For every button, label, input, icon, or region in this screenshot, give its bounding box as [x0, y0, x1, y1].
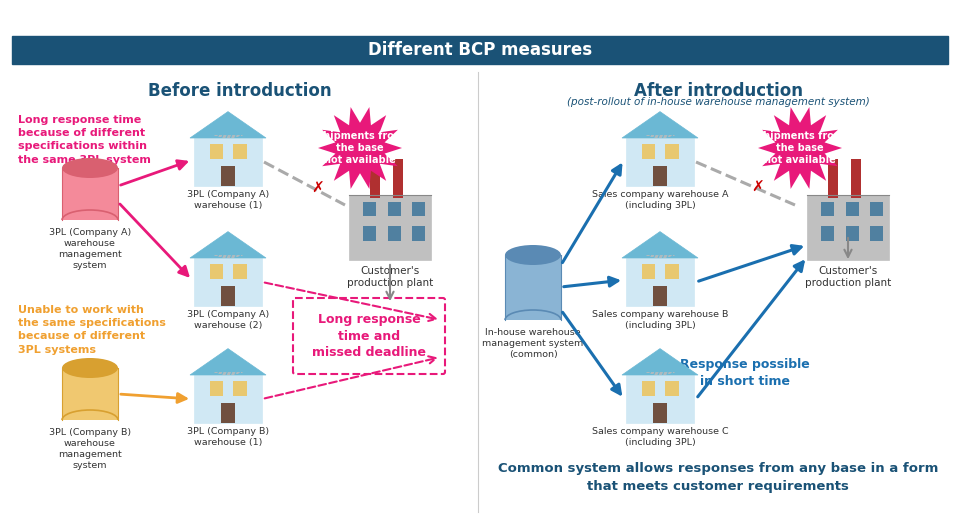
- Bar: [194, 138, 262, 186]
- Bar: [505, 255, 561, 320]
- Bar: [394, 159, 403, 198]
- Text: In-house warehouse
management system
(common): In-house warehouse management system (co…: [482, 328, 584, 359]
- Bar: [870, 201, 883, 216]
- Bar: [412, 226, 425, 240]
- Bar: [194, 375, 262, 423]
- Bar: [852, 159, 861, 198]
- Bar: [626, 375, 694, 423]
- Text: ✗: ✗: [312, 180, 324, 196]
- Text: Long response
time and
missed deadline: Long response time and missed deadline: [312, 313, 426, 359]
- Text: ✗: ✗: [752, 179, 764, 194]
- Bar: [233, 381, 247, 396]
- Polygon shape: [318, 107, 402, 189]
- Bar: [641, 381, 656, 396]
- Bar: [388, 226, 400, 240]
- Bar: [221, 286, 235, 306]
- Bar: [807, 195, 889, 260]
- Bar: [653, 166, 667, 186]
- Text: Customer's
production plant: Customer's production plant: [347, 266, 433, 289]
- Bar: [363, 226, 376, 240]
- Bar: [870, 226, 883, 240]
- Bar: [363, 201, 376, 216]
- Bar: [846, 201, 858, 216]
- Bar: [828, 159, 838, 198]
- FancyBboxPatch shape: [293, 298, 445, 374]
- Text: Different BCP measures: Different BCP measures: [368, 41, 592, 59]
- Bar: [626, 138, 694, 186]
- Bar: [209, 381, 224, 396]
- Text: Unable to work with
the same specifications
because of different
3PL systems: Unable to work with the same specificati…: [18, 305, 166, 355]
- Text: Customer's
production plant: Customer's production plant: [804, 266, 891, 289]
- Text: Sales company warehouse C
(including 3PL): Sales company warehouse C (including 3PL…: [591, 427, 729, 447]
- Text: Before introduction: Before introduction: [148, 82, 332, 100]
- Polygon shape: [190, 348, 266, 375]
- Bar: [821, 226, 834, 240]
- Text: (post-rollout of in-house warehouse management system): (post-rollout of in-house warehouse mana…: [566, 97, 870, 107]
- Bar: [388, 201, 400, 216]
- Bar: [665, 264, 679, 279]
- Polygon shape: [622, 112, 698, 138]
- Text: 3PL (Company A)
warehouse (2): 3PL (Company A) warehouse (2): [187, 310, 269, 330]
- Text: Sales company warehouse A
(including 3PL): Sales company warehouse A (including 3PL…: [591, 190, 729, 210]
- Ellipse shape: [505, 245, 561, 265]
- Bar: [349, 195, 431, 260]
- Text: Response possible
in short time: Response possible in short time: [680, 358, 810, 388]
- Text: Shipments from
the base
not available: Shipments from the base not available: [316, 131, 404, 165]
- Text: 3PL (Company B)
warehouse (1): 3PL (Company B) warehouse (1): [187, 427, 269, 447]
- Bar: [233, 144, 247, 159]
- Bar: [371, 159, 380, 198]
- Bar: [209, 144, 224, 159]
- Polygon shape: [190, 112, 266, 138]
- Bar: [653, 403, 667, 423]
- Bar: [641, 264, 656, 279]
- Bar: [665, 144, 679, 159]
- Bar: [846, 226, 858, 240]
- Bar: [62, 368, 118, 420]
- Bar: [665, 381, 679, 396]
- Text: After introduction: After introduction: [634, 82, 803, 100]
- Text: 3PL (Company B)
warehouse
management
system: 3PL (Company B) warehouse management sys…: [49, 428, 132, 470]
- Text: Common system allows responses from any base in a form
that meets customer requi: Common system allows responses from any …: [498, 462, 938, 493]
- Bar: [653, 286, 667, 306]
- Polygon shape: [622, 348, 698, 375]
- Bar: [641, 144, 656, 159]
- Bar: [209, 264, 224, 279]
- Bar: [412, 201, 425, 216]
- Bar: [626, 258, 694, 306]
- Text: 3PL (Company A)
warehouse
management
system: 3PL (Company A) warehouse management sys…: [49, 228, 132, 270]
- Bar: [221, 166, 235, 186]
- Text: 3PL (Company A)
warehouse (1): 3PL (Company A) warehouse (1): [187, 190, 269, 210]
- Bar: [194, 258, 262, 306]
- Ellipse shape: [62, 158, 118, 178]
- Bar: [62, 168, 118, 220]
- Bar: [233, 264, 247, 279]
- Polygon shape: [758, 107, 842, 189]
- Bar: [12, 36, 948, 64]
- Text: Sales company warehouse B
(including 3PL): Sales company warehouse B (including 3PL…: [591, 310, 729, 330]
- Text: Shipments from
the base
not available: Shipments from the base not available: [756, 131, 844, 165]
- Bar: [221, 403, 235, 423]
- Polygon shape: [190, 231, 266, 258]
- Text: Long response time
because of different
specifications within
the same 3PL syste: Long response time because of different …: [18, 115, 151, 165]
- Ellipse shape: [62, 358, 118, 378]
- Polygon shape: [622, 231, 698, 258]
- Bar: [821, 201, 834, 216]
